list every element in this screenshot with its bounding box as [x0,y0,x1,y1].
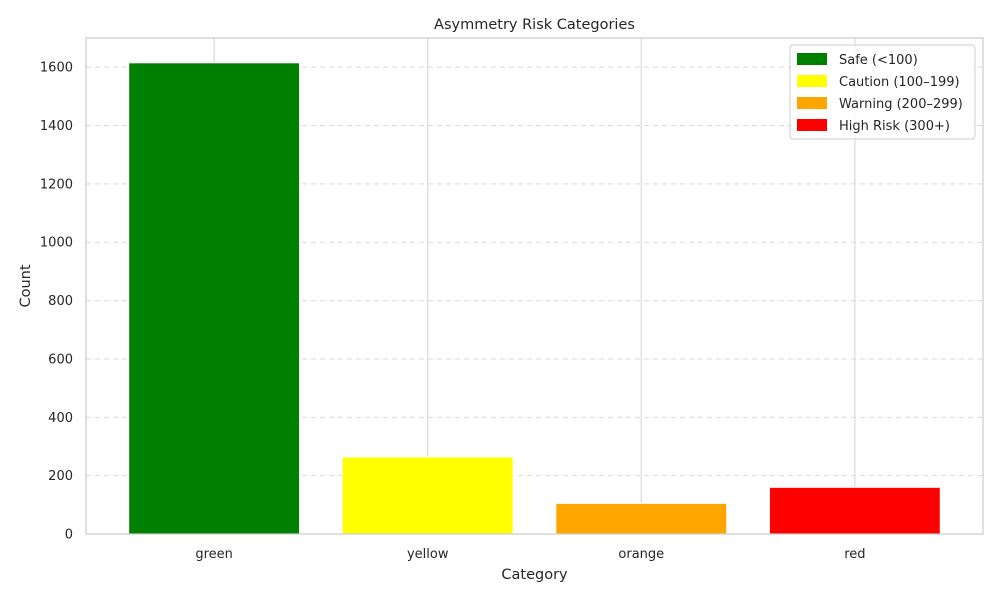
y-tick-label: 400 [48,411,73,426]
legend-label: Caution (100–199) [839,75,960,90]
y-tick-label: 800 [48,294,73,309]
chart-title: Asymmetry Risk Categories [434,17,635,33]
bar-red [768,486,941,535]
legend-swatch [797,119,827,131]
y-tick-label: 1000 [40,236,73,251]
x-tick-label: green [195,547,233,562]
x-tick-label: orange [618,547,664,562]
y-tick-label: 1200 [40,177,73,192]
legend-label: High Risk (300+) [839,119,950,134]
y-tick-label: 600 [48,352,73,367]
x-axis-ticks: green yellow orange red [195,547,865,562]
x-axis-label: Category [501,567,568,583]
legend-box [789,44,976,140]
y-tick-label: 200 [48,469,73,484]
x-tick-label: red [844,547,865,562]
bar-orange [555,502,728,535]
y-tick-label: 1400 [40,119,73,134]
y-axis-label: Count [18,264,34,307]
x-tick-label: yellow [407,547,449,562]
y-tick-label: 1600 [40,61,73,76]
legend-label: Safe (<100) [839,53,918,68]
legend-swatch [797,53,827,65]
bar-yellow [341,456,514,535]
y-axis-ticks: 0 200 400 600 800 1000 1200 1400 1600 [40,61,73,543]
y-tick-label: 0 [65,528,73,543]
legend-swatch [797,75,827,87]
legend: Safe (<100) Caution (100–199) Warning (200… [789,44,976,140]
bar-green [128,62,301,535]
plot-frame [85,37,984,535]
legend-label: Warning (200–299) [839,97,963,112]
legend-swatch [797,97,827,109]
